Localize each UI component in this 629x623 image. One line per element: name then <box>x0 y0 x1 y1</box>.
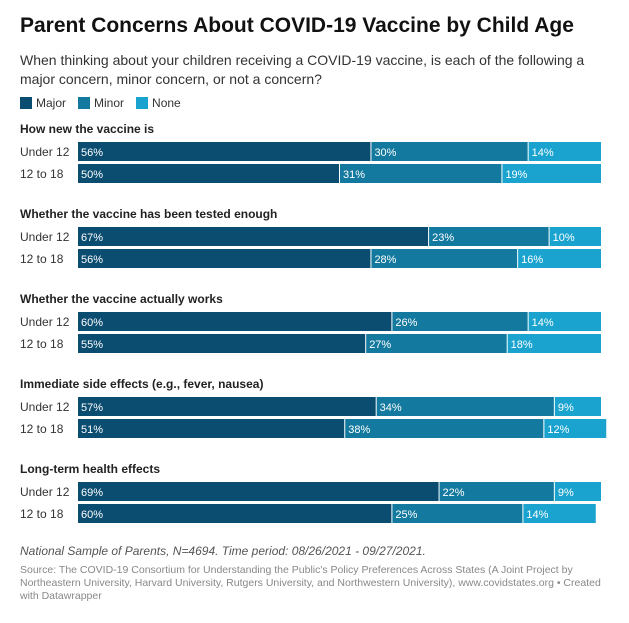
row-label: 12 to 18 <box>20 507 64 521</box>
group-label: Whether the vaccine has been tested enou… <box>20 207 277 221</box>
data-label-minor: 23% <box>432 232 454 244</box>
bar-segment-none <box>507 334 601 353</box>
chart-subtitle: When thinking about your children receiv… <box>20 52 585 87</box>
data-label-major: 67% <box>81 232 103 244</box>
legend-swatch-minor <box>78 97 91 109</box>
data-label-major: 56% <box>81 254 103 266</box>
bar-segment-major <box>78 312 392 331</box>
bar-segment-minor <box>439 482 554 501</box>
bar-segment-none <box>549 227 601 246</box>
row-label: 12 to 18 <box>20 422 64 436</box>
group-label: How new the vaccine is <box>20 122 154 136</box>
row-label: Under 12 <box>20 230 70 244</box>
data-label-none: 16% <box>521 254 543 266</box>
bar-segment-major <box>78 334 366 353</box>
bar-segment-none <box>502 164 601 183</box>
data-label-none: 9% <box>558 402 574 414</box>
bar-segment-major <box>78 419 345 438</box>
data-label-minor: 25% <box>395 509 417 521</box>
chart-source: Source: The COVID-19 Consortium for Unde… <box>20 564 601 602</box>
legend-item-major: Major <box>20 96 66 110</box>
bar-segment-major <box>78 397 376 416</box>
bar-segment-none <box>518 249 601 268</box>
data-label-major: 50% <box>81 169 103 181</box>
row-label: 12 to 18 <box>20 167 64 181</box>
row-label: 12 to 18 <box>20 337 64 351</box>
bar-segment-none <box>523 504 596 523</box>
group-label: Long-term health effects <box>20 462 160 476</box>
data-label-minor: 28% <box>374 254 396 266</box>
chart-notes: National Sample of Parents, N=4694. Time… <box>20 544 426 558</box>
legend-item-minor: Minor <box>78 96 124 110</box>
data-label-none: 18% <box>511 339 533 351</box>
bar-segment-major <box>78 142 371 161</box>
bar-segment-none <box>554 482 601 501</box>
data-label-none: 19% <box>505 169 527 181</box>
data-label-minor: 34% <box>380 402 402 414</box>
data-label-major: 55% <box>81 339 103 351</box>
bar-segment-major <box>78 249 371 268</box>
data-label-none: 14% <box>532 317 554 329</box>
data-label-minor: 26% <box>395 317 417 329</box>
legend: Major Minor None <box>20 96 181 110</box>
data-label-none: 14% <box>532 147 554 159</box>
bar-segment-minor <box>392 312 528 331</box>
group-label: Whether the vaccine actually works <box>20 292 223 306</box>
data-label-minor: 30% <box>374 147 396 159</box>
data-label-major: 69% <box>81 487 103 499</box>
legend-label-major: Major <box>36 96 67 110</box>
legend-label-none: None <box>152 96 181 110</box>
bar-segment-minor <box>371 142 528 161</box>
data-label-minor: 22% <box>443 487 465 499</box>
bar-segment-major <box>78 227 429 246</box>
data-label-none: 14% <box>526 509 548 521</box>
group-label: Immediate side effects (e.g., fever, nau… <box>20 377 263 391</box>
bar-segment-none <box>528 142 601 161</box>
bar-segment-minor <box>371 249 518 268</box>
data-label-none: 10% <box>553 232 575 244</box>
row-label: Under 12 <box>20 145 70 159</box>
bar-segment-none <box>528 312 601 331</box>
bar-segment-none <box>554 397 601 416</box>
bar-segment-minor <box>366 334 507 353</box>
bar-segment-major <box>78 482 439 501</box>
data-label-major: 60% <box>81 509 103 521</box>
bar-segment-none <box>544 419 607 438</box>
data-label-none: 9% <box>558 487 574 499</box>
row-label: Under 12 <box>20 315 70 329</box>
row-label: 12 to 18 <box>20 252 64 266</box>
bar-segment-major <box>78 504 392 523</box>
bar-segment-minor <box>376 397 554 416</box>
bar-segment-major <box>78 164 339 183</box>
row-label: Under 12 <box>20 400 70 414</box>
data-label-minor: 38% <box>348 424 370 436</box>
data-label-major: 56% <box>81 147 103 159</box>
row-label: Under 12 <box>20 485 70 499</box>
bar-segment-minor <box>429 227 549 246</box>
data-label-major: 57% <box>81 402 103 414</box>
data-label-minor: 27% <box>369 339 391 351</box>
chart-title: Parent Concerns About COVID-19 Vaccine b… <box>20 14 574 37</box>
data-label-none: 12% <box>547 424 569 436</box>
legend-swatch-major <box>20 97 32 109</box>
data-label-minor: 31% <box>343 169 365 181</box>
bar-segment-minor <box>345 419 544 438</box>
legend-swatch-none <box>136 97 149 109</box>
legend-item-none: None <box>136 96 181 110</box>
data-label-major: 51% <box>81 424 103 436</box>
bar-segment-minor <box>340 164 502 183</box>
bar-segment-minor <box>392 504 523 523</box>
legend-label-minor: Minor <box>94 96 125 110</box>
data-label-major: 60% <box>81 317 103 329</box>
stacked-bar-chart: How new the vaccine is Under 12 56% 30% 14% 1… <box>20 122 607 523</box>
